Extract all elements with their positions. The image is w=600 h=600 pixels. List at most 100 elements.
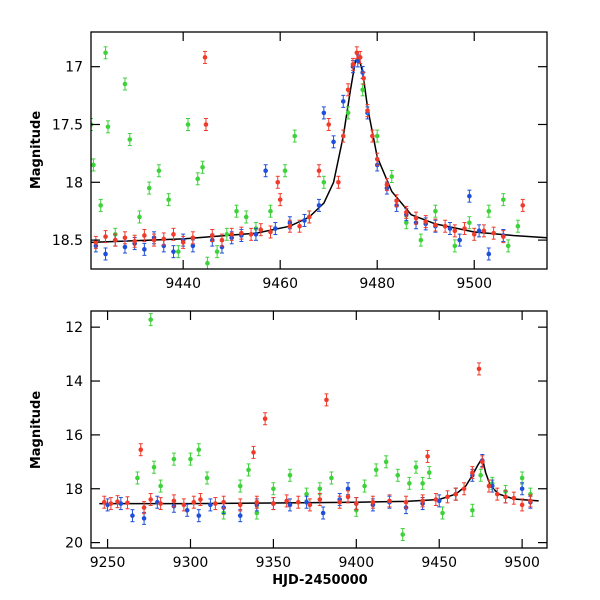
top-red-point [404, 205, 409, 219]
top-red-point [112, 233, 118, 247]
top-x-tick-label: 9440 [165, 276, 201, 292]
top-green-point [166, 193, 171, 207]
top-green-point [243, 210, 249, 224]
top-red-point [258, 223, 264, 237]
bottom-red-point [191, 495, 197, 509]
bottom-blue-point [519, 482, 525, 496]
bottom-red-point [284, 494, 289, 508]
bottom-red-point [108, 497, 114, 511]
bottom-green-point [287, 468, 293, 482]
bottom-green-point [383, 455, 389, 469]
bottom-blue-point [184, 503, 190, 517]
bottom-blue-point [141, 511, 147, 525]
top-red-point [501, 230, 506, 244]
top-red-point [340, 129, 346, 143]
bottom-green-point [135, 471, 140, 485]
bottom-red-point [494, 487, 500, 501]
bottom-red-point [337, 495, 343, 509]
bottom-green-point [395, 468, 401, 482]
bottom-green-point [362, 479, 367, 493]
top-blue-point [263, 164, 268, 178]
top-blue-point [273, 222, 278, 236]
top-y-tick-label: 18.5 [52, 233, 83, 249]
top-green-point [127, 133, 133, 147]
bottom-blue-point [208, 498, 213, 512]
top-x-tick-label: 9460 [262, 276, 298, 292]
top-red-point [471, 227, 477, 241]
top-green-point [268, 204, 273, 218]
top-green-point [122, 77, 128, 91]
bottom-plot-frame [90, 310, 548, 549]
top-red-point [268, 225, 273, 239]
bottom-red-point [486, 479, 492, 493]
top-y-tick-label: 17.5 [52, 117, 83, 133]
top-green-point [105, 120, 111, 134]
top-red-point [122, 231, 128, 245]
bottom-y-tick-label: 14 [65, 374, 83, 390]
bottom-red-point [511, 491, 517, 505]
top-green-point [505, 239, 511, 253]
top-green-point [467, 216, 472, 230]
top-red-point [481, 224, 487, 238]
bottom-red-point [461, 482, 467, 496]
top-red-point [180, 235, 186, 249]
top-green-point [374, 129, 380, 143]
bottom-blue-point [304, 495, 309, 509]
top-green-point [224, 227, 230, 241]
bottom-red-point [271, 497, 276, 511]
top-red-point [442, 219, 448, 233]
bottom-red-point [476, 362, 482, 376]
top-red-point [151, 233, 157, 247]
bottom-red-point [171, 494, 177, 508]
bottom-green-point [470, 503, 475, 517]
top-green-point [98, 198, 104, 212]
top-red-point [433, 218, 438, 232]
bottom-x-tick-label: 9450 [421, 555, 457, 571]
top-blue-point [253, 227, 259, 241]
bottom-red-point [115, 495, 120, 509]
bottom-blue-point [130, 509, 135, 523]
top-red-point [423, 215, 429, 229]
bottom-y-tick-label: 18 [65, 482, 83, 498]
top-red-point [93, 235, 99, 249]
bottom-red-point [237, 498, 243, 512]
bottom-y-axis-label: Magnitude [29, 391, 44, 470]
top-red-point [316, 164, 322, 178]
bottom-red-point [445, 490, 450, 504]
bottom-green-point [329, 471, 334, 485]
bottom-green-point [407, 476, 412, 490]
top-y-tick-label: 17 [65, 60, 83, 76]
bottom-green-point [426, 466, 432, 480]
top-green-point [321, 175, 327, 189]
bottom-red-point [198, 493, 203, 507]
top-blue-point [340, 94, 346, 108]
bottom-y-tick-label: 16 [65, 428, 83, 444]
top-green-point [515, 219, 521, 233]
bottom-red-point [158, 497, 163, 511]
top-red-point [239, 226, 244, 240]
bottom-red-point [317, 493, 323, 507]
bottom-red-point [141, 501, 147, 515]
top-red-point [357, 50, 363, 64]
top-blue-point [142, 242, 147, 256]
top-red-point [345, 83, 351, 97]
top-blue-point [316, 198, 322, 212]
top-red-point [297, 219, 302, 233]
top-red-point [491, 226, 496, 240]
top-blue-point [302, 213, 307, 227]
top-blue-point [457, 233, 462, 247]
top-red-point [103, 230, 108, 244]
bottom-red-point [324, 393, 329, 407]
bottom-red-point [251, 445, 256, 459]
bottom-red-point [420, 494, 425, 508]
top-model-curve [91, 55, 547, 244]
bottom-red-point [387, 494, 392, 508]
bottom-red-point [528, 494, 533, 508]
top-green-point [282, 164, 288, 178]
top-red-point [520, 198, 526, 212]
top-red-point [219, 233, 225, 247]
top-green-point [205, 256, 210, 269]
bottom-x-tick-label: 9250 [90, 555, 126, 571]
bottom-x-tick-label: 9300 [173, 555, 209, 571]
bottom-y-tick-label: 20 [65, 536, 83, 552]
